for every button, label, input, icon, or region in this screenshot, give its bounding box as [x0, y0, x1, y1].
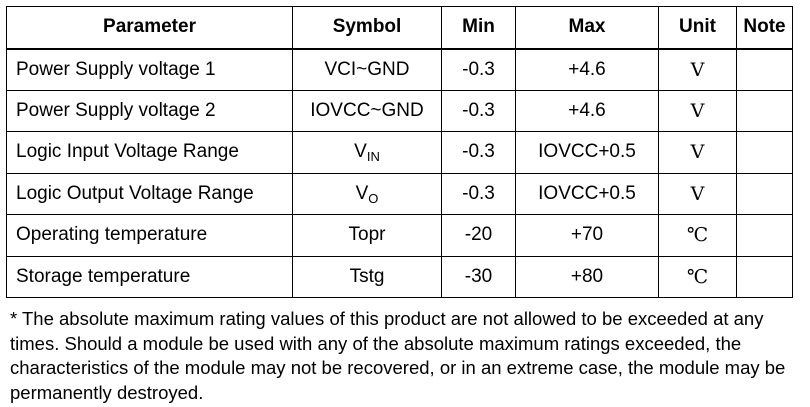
parameter-cell: Power Supply voltage 1 [6, 48, 293, 91]
parameter-cell: Logic Input Voltage Range [6, 131, 293, 174]
note-cell [736, 214, 793, 257]
header-symbol: Symbol [292, 6, 442, 50]
table-row: Power Supply voltage 1 VCI~GND -0.3 +4.6… [6, 48, 793, 91]
min-cell: -30 [441, 255, 516, 298]
note-cell [736, 48, 793, 91]
note-cell [736, 89, 793, 132]
footnote: * The absolute maximum rating values of … [10, 308, 786, 403]
unit-cell: V [658, 131, 737, 174]
symbol-cell: VCI~GND [292, 48, 442, 91]
parameter-cell: Logic Output Voltage Range [6, 172, 293, 215]
max-cell: IOVCC+0.5 [515, 172, 659, 215]
unit-cell: V [658, 172, 737, 215]
absolute-maximum-ratings-table: Parameter Symbol Min Max Unit Note Power… [6, 6, 793, 298]
note-cell [736, 172, 793, 215]
unit-cell: ℃ [658, 214, 737, 257]
symbol-text: Tstg [349, 265, 385, 287]
symbol-cell: VIN [292, 131, 442, 174]
min-cell: -0.3 [441, 172, 516, 215]
parameter-cell: Operating temperature [6, 214, 293, 257]
note-cell [736, 131, 793, 174]
symbol-subscript: O [368, 190, 379, 206]
symbol-text: VCI~GND [324, 58, 410, 80]
max-cell: +70 [515, 214, 659, 257]
header-parameter: Parameter [6, 6, 293, 50]
table-row: Power Supply voltage 2 IOVCC~GND -0.3 +4… [6, 89, 793, 132]
max-cell: IOVCC+0.5 [515, 131, 659, 174]
symbol-cell: Tstg [292, 255, 442, 298]
min-cell: -0.3 [441, 89, 516, 132]
symbol-text: Topr [348, 224, 386, 246]
symbol-cell: IOVCC~GND [292, 89, 442, 132]
header-min: Min [441, 6, 516, 50]
header-unit: Unit [658, 6, 737, 50]
table-header-row: Parameter Symbol Min Max Unit Note [6, 6, 793, 50]
symbol-cell: VO [292, 172, 442, 215]
parameter-cell: Storage temperature [6, 255, 293, 298]
symbol-text: V [355, 182, 369, 204]
table-row: Logic Output Voltage Range VO -0.3 IOVCC… [6, 172, 793, 215]
symbol-text: IOVCC~GND [310, 99, 424, 121]
header-note: Note [736, 6, 793, 50]
unit-cell: V [658, 89, 737, 132]
min-cell: -0.3 [441, 48, 516, 91]
unit-cell: V [658, 48, 737, 91]
unit-cell: ℃ [658, 255, 737, 298]
table-row: Operating temperature Topr -20 +70 ℃ [6, 214, 793, 257]
symbol-text: V [354, 141, 367, 163]
max-cell: +80 [515, 255, 659, 298]
table-row: Storage temperature Tstg -30 +80 ℃ [6, 255, 793, 298]
max-cell: +4.6 [515, 48, 659, 91]
max-cell: +4.6 [515, 89, 659, 132]
note-cell [736, 255, 793, 298]
min-cell: -0.3 [441, 131, 516, 174]
symbol-subscript: IN [366, 149, 380, 165]
symbol-cell: Topr [292, 214, 442, 257]
table-row: Logic Input Voltage Range VIN -0.3 IOVCC… [6, 131, 793, 174]
header-max: Max [515, 6, 659, 50]
parameter-cell: Power Supply voltage 2 [6, 89, 293, 132]
min-cell: -20 [441, 214, 516, 257]
